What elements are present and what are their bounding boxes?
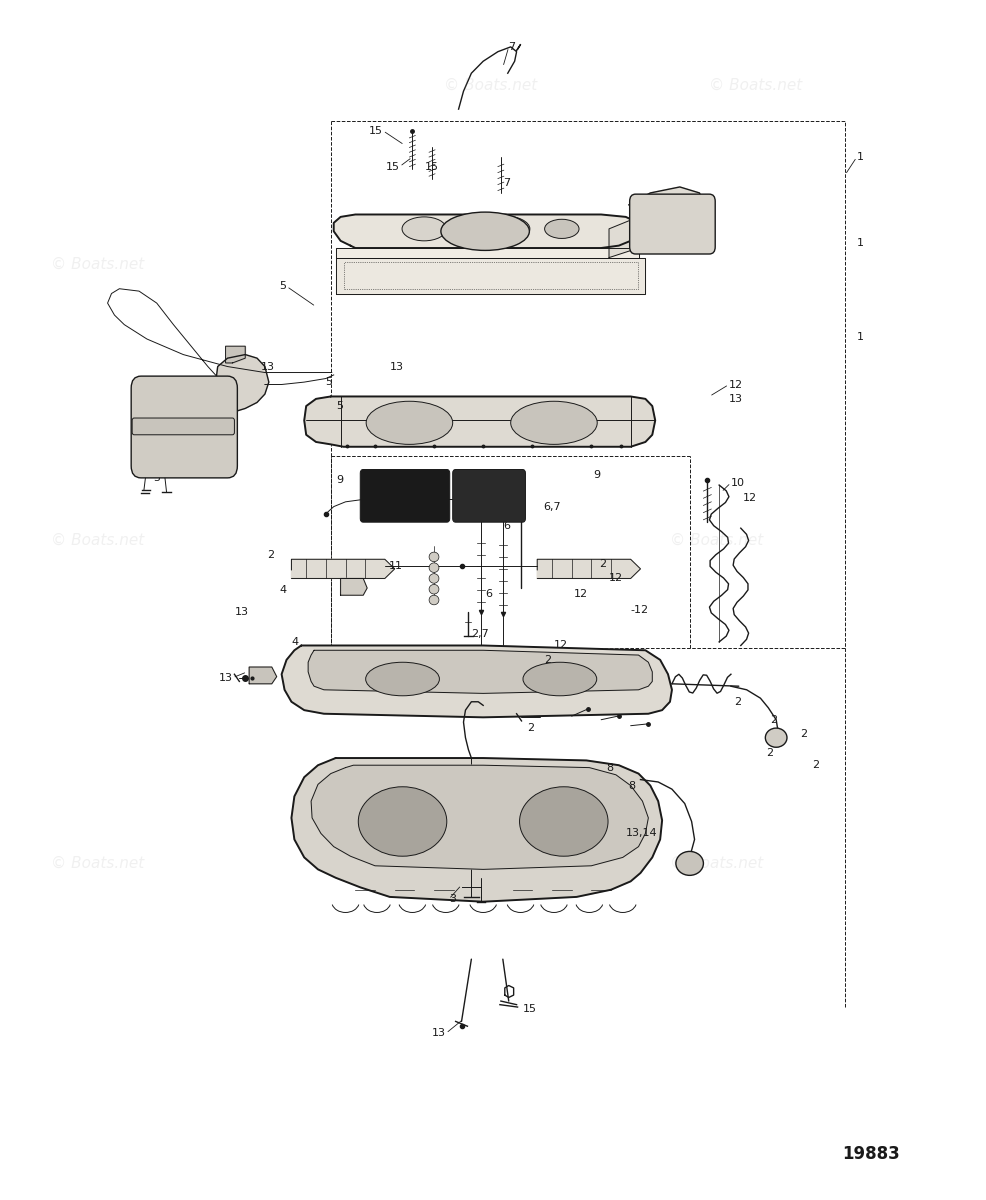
Ellipse shape	[476, 216, 529, 242]
Ellipse shape	[366, 401, 453, 444]
Text: 19883: 19883	[843, 1145, 900, 1163]
Text: 6: 6	[485, 589, 492, 599]
Text: 13: 13	[389, 361, 403, 372]
Text: 5: 5	[279, 281, 287, 292]
Polygon shape	[312, 766, 649, 869]
Text: 13: 13	[528, 824, 541, 835]
Text: © Boats.net: © Boats.net	[669, 533, 763, 547]
FancyBboxPatch shape	[453, 469, 526, 522]
Polygon shape	[609, 217, 646, 258]
Ellipse shape	[544, 220, 579, 239]
Text: 1: 1	[857, 331, 864, 342]
Polygon shape	[629, 187, 704, 223]
Text: 2: 2	[812, 761, 819, 770]
Ellipse shape	[520, 787, 608, 857]
Ellipse shape	[429, 552, 439, 562]
Polygon shape	[282, 646, 671, 718]
Text: 2,7: 2,7	[471, 629, 489, 638]
Ellipse shape	[429, 574, 439, 583]
Text: 9: 9	[368, 470, 375, 480]
Text: 12: 12	[609, 574, 623, 583]
Text: 1: 1	[857, 239, 864, 248]
Text: 13: 13	[260, 361, 275, 372]
FancyBboxPatch shape	[131, 376, 238, 478]
Text: 2: 2	[766, 749, 773, 758]
Text: 2: 2	[734, 697, 741, 707]
Polygon shape	[309, 650, 653, 694]
Text: 2: 2	[544, 655, 551, 665]
Text: 2: 2	[528, 724, 534, 733]
Text: © Boats.net: © Boats.net	[50, 257, 144, 272]
Text: 9: 9	[594, 470, 600, 480]
Text: © Boats.net: © Boats.net	[669, 856, 763, 871]
Text: 2: 2	[599, 559, 606, 569]
Polygon shape	[216, 354, 269, 410]
Ellipse shape	[402, 217, 447, 241]
Polygon shape	[340, 578, 367, 595]
Text: 7: 7	[503, 179, 510, 188]
Text: 2: 2	[267, 550, 275, 559]
Polygon shape	[292, 758, 663, 901]
Ellipse shape	[523, 662, 597, 696]
Text: 10: 10	[731, 478, 745, 487]
FancyBboxPatch shape	[132, 418, 235, 434]
Text: 13,14: 13,14	[626, 828, 658, 839]
Text: 7: 7	[508, 42, 515, 52]
Text: 1: 1	[857, 152, 864, 162]
Text: 2: 2	[770, 715, 777, 725]
Text: 5: 5	[336, 401, 343, 412]
FancyBboxPatch shape	[360, 469, 450, 522]
Text: 2: 2	[800, 730, 807, 739]
Polygon shape	[292, 559, 394, 578]
Text: 13: 13	[432, 1028, 446, 1038]
Ellipse shape	[358, 787, 447, 857]
FancyBboxPatch shape	[630, 194, 715, 254]
Text: © Boats.net: © Boats.net	[709, 78, 803, 92]
Ellipse shape	[429, 563, 439, 572]
Text: 4: 4	[279, 586, 287, 595]
Text: 9: 9	[336, 475, 343, 485]
Polygon shape	[537, 559, 641, 578]
Ellipse shape	[429, 595, 439, 605]
Text: 11: 11	[388, 562, 402, 571]
Ellipse shape	[511, 401, 598, 444]
Text: 15: 15	[425, 162, 439, 172]
Polygon shape	[333, 215, 639, 248]
Text: 12: 12	[742, 493, 757, 503]
Text: 4: 4	[291, 637, 299, 647]
Text: 15: 15	[369, 126, 383, 136]
Text: 6: 6	[503, 521, 510, 530]
Text: © Boats.net: © Boats.net	[50, 533, 144, 547]
Text: 13: 13	[219, 673, 233, 683]
Ellipse shape	[675, 852, 703, 875]
Text: -12: -12	[631, 605, 649, 614]
Text: 15: 15	[386, 162, 399, 172]
Text: 5: 5	[154, 473, 161, 482]
Text: 8: 8	[606, 763, 613, 773]
Ellipse shape	[366, 662, 440, 696]
Text: 13: 13	[235, 607, 249, 617]
Text: 12: 12	[528, 810, 541, 821]
Polygon shape	[226, 346, 246, 362]
Text: 5: 5	[130, 444, 137, 454]
Text: 12: 12	[554, 641, 568, 650]
Text: 12: 12	[729, 379, 743, 390]
Text: 3: 3	[449, 894, 456, 905]
Text: 15: 15	[523, 1004, 536, 1014]
Text: © Boats.net: © Boats.net	[444, 78, 537, 92]
Text: © Boats.net: © Boats.net	[50, 856, 144, 871]
Ellipse shape	[429, 584, 439, 594]
Text: 6,7: 6,7	[543, 502, 561, 511]
Text: 8: 8	[629, 780, 636, 791]
Polygon shape	[335, 258, 646, 294]
Text: 12: 12	[574, 589, 588, 599]
Ellipse shape	[441, 212, 529, 251]
Polygon shape	[335, 248, 639, 258]
Polygon shape	[305, 396, 656, 446]
Text: 13: 13	[729, 394, 743, 404]
Ellipse shape	[765, 728, 787, 748]
Text: 5: 5	[324, 377, 331, 388]
Polygon shape	[249, 667, 277, 684]
